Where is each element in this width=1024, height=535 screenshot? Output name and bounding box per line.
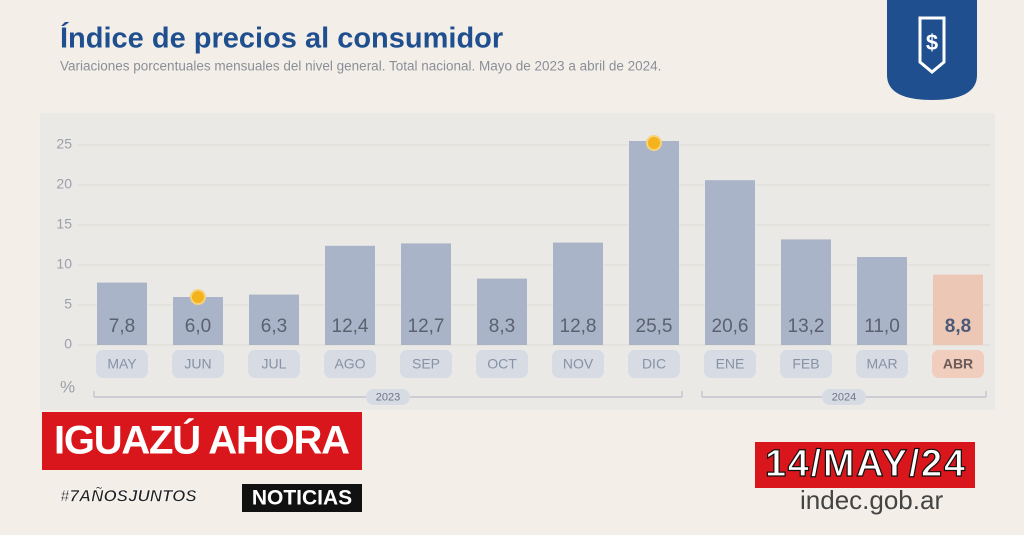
category-box (856, 350, 908, 378)
logo: $ (887, 0, 977, 100)
x-tick-label: OCT (487, 356, 517, 372)
category-box (552, 350, 604, 378)
value-label: 20,6 (712, 316, 749, 337)
x-tick-label: JUL (262, 356, 287, 372)
extreme-marker (646, 135, 662, 151)
bar (629, 141, 679, 345)
category-box (780, 350, 832, 378)
category-box (96, 350, 148, 378)
category-box (628, 350, 680, 378)
chart: 0 5 10 15 20 25% 7,8 MAY 6,0 JUN 6,3 JUL 12,4 AGO 12,7… (56, 135, 990, 405)
value-label: 12,4 (332, 316, 369, 337)
bar (325, 245, 375, 345)
value-label: 8,8 (945, 316, 971, 337)
svg-text:$: $ (926, 30, 938, 55)
x-tick-label: AGO (334, 356, 365, 372)
hashtag: #7AÑOSJUNTOS (60, 485, 197, 505)
category-box (932, 350, 984, 378)
x-tick-label: JUN (184, 356, 211, 372)
category-box (400, 350, 452, 378)
group-label: 2024 (832, 391, 856, 403)
x-tick-label: ABR (943, 356, 973, 372)
section-box (242, 484, 362, 512)
date: 14/MAY/24 (765, 443, 965, 485)
bar (553, 242, 603, 345)
y-tick-label: 5 (64, 296, 72, 312)
category-box (248, 350, 300, 378)
y-tick-label: 10 (56, 256, 72, 272)
value-label: 12,8 (560, 316, 597, 337)
source: indec.gob.ar (800, 485, 943, 515)
y-tick-label: 25 (56, 136, 72, 152)
brand: IGUAZÚ AHORA (54, 417, 350, 463)
x-tick-label: FEB (792, 356, 819, 372)
x-tick-label: DIC (642, 356, 666, 372)
group-pill (366, 389, 410, 405)
group-label: 2023 (376, 391, 400, 403)
value-label: 8,3 (489, 316, 515, 337)
category-box (704, 350, 756, 378)
group-pill (822, 389, 866, 405)
x-tick-label: SEP (412, 356, 440, 372)
bar (857, 257, 907, 345)
section: NOTICIAS (252, 487, 352, 510)
x-tick-label: ENE (716, 356, 745, 372)
bar (781, 239, 831, 345)
chart-title: Índice de precios al consumidor (60, 21, 503, 55)
chart-subtitle: Variaciones porcentuales mensuales del n… (60, 59, 661, 74)
category-box (172, 350, 224, 378)
extreme-marker (190, 289, 206, 305)
value-label: 13,2 (788, 316, 825, 337)
value-label: 6,3 (261, 316, 287, 337)
y-axis-label: % (60, 377, 75, 396)
brand-box (42, 412, 362, 470)
bar (705, 180, 755, 345)
date-box (755, 442, 975, 488)
x-tick-label: MAY (107, 356, 137, 372)
bar (401, 243, 451, 345)
value-label: 11,0 (864, 316, 900, 337)
value-label: 12,7 (408, 316, 445, 337)
category-box (324, 350, 376, 378)
x-tick-label: NOV (563, 356, 594, 372)
value-label: 25,5 (636, 316, 673, 337)
overlay: IGUAZÚ AHORA #7AÑOSJUNTOS NOTICIAS 14/MA… (42, 412, 975, 515)
bar (249, 294, 299, 345)
y-tick-label: 20 (56, 176, 72, 192)
y-tick-label: 15 (56, 216, 72, 232)
bar (97, 282, 147, 345)
category-box (476, 350, 528, 378)
y-tick-label: 0 (64, 336, 72, 352)
value-label: 6,0 (185, 316, 211, 337)
x-tick-label: MAR (866, 356, 897, 372)
bar (933, 274, 983, 345)
bar (477, 278, 527, 345)
value-label: 7,8 (109, 316, 135, 337)
